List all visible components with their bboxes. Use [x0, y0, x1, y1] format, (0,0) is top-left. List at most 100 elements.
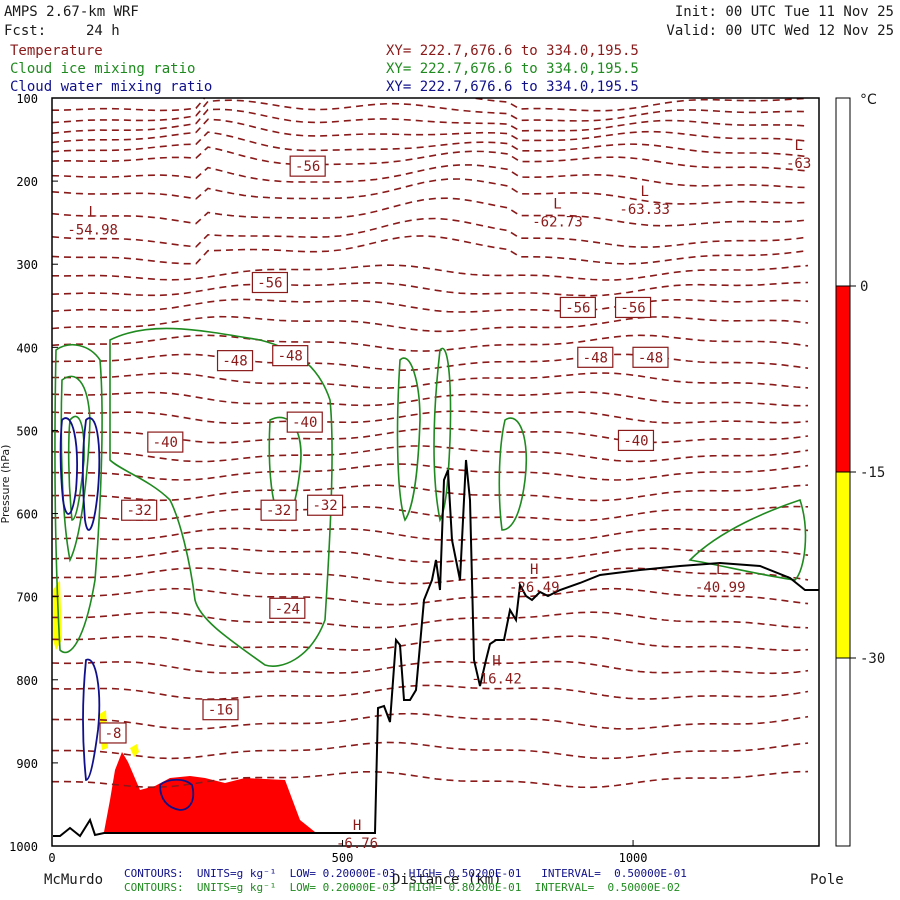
- y-tick-label: 900: [16, 757, 38, 771]
- temperature-contours: [52, 98, 809, 789]
- temperature-label: -48: [638, 350, 663, 366]
- temperature-label: -32: [127, 503, 152, 519]
- temperature-label-box: [306, 494, 344, 516]
- y-tick-label: 1000: [9, 840, 38, 854]
- cloud-ice-contour: [688, 498, 807, 581]
- x-tick-label: 1000: [619, 851, 648, 865]
- temperature-label-box: [577, 346, 614, 368]
- extremum-value: -63: [786, 156, 811, 172]
- xy-temperature: XY= 222.7,676.6 to 334.0,195.5: [386, 43, 639, 59]
- extremum-value: -62.73: [532, 214, 583, 230]
- temperature-contour: [52, 484, 809, 502]
- y-axis-title: Pressure (hPa): [0, 444, 12, 524]
- cloud-water-contour: [82, 658, 101, 781]
- contour-info-water: CONTOURS: UNITS=g kg⁻¹ LOW= 0.20000E-03 …: [124, 867, 687, 880]
- forecast-label: Fcst:: [4, 23, 47, 39]
- field-temperature: Temperature: [10, 43, 103, 59]
- temperature-label: -24: [275, 601, 300, 617]
- extremum-value: -40.99: [695, 580, 746, 596]
- temperature-contour: [52, 391, 809, 407]
- temperature-contour: [52, 660, 809, 675]
- temperature-contour: [52, 264, 809, 281]
- colorbar-white-lower: [835, 657, 851, 847]
- valid-time: Valid: 00 UTC Wed 12 Nov 25: [666, 23, 894, 39]
- temperature-label: -48: [278, 349, 303, 365]
- temperature-label-box: [251, 271, 288, 294]
- temperature-label: -56: [295, 159, 320, 175]
- temperature-label: -40: [292, 415, 317, 431]
- y-tick-label: 200: [16, 175, 38, 189]
- colorbar-unit: °C: [860, 92, 877, 108]
- extremum-kind: H: [530, 562, 538, 578]
- temperature-label-box: [99, 722, 127, 744]
- y-tick-label: 400: [16, 341, 38, 355]
- temperature-label: -56: [620, 300, 645, 316]
- temperature-contour: [52, 410, 809, 425]
- extremum-value: -16.42: [471, 671, 522, 687]
- temperature-contour: [52, 164, 809, 189]
- x-axis: 0 500 1000: [48, 840, 648, 865]
- temperature-contour: [52, 334, 809, 352]
- temperature-contour: [52, 197, 809, 227]
- temperature-label: -40: [153, 435, 178, 451]
- temperature-contour: [52, 505, 809, 522]
- field-cloud-ice: Cloud ice mixing ratio: [10, 61, 196, 77]
- extremum-kind: L: [88, 205, 96, 221]
- temperature-label: -48: [583, 350, 608, 366]
- temperature-contour: [52, 353, 809, 372]
- temperature-contour: [52, 587, 809, 606]
- extremum-value: -63.33: [619, 202, 670, 218]
- cloud-water-contour: [159, 778, 195, 811]
- colorbar-white: [835, 97, 851, 287]
- temperature-label: -32: [266, 503, 291, 519]
- temperature-label-box: [289, 155, 326, 177]
- temperature-contour: [52, 611, 809, 629]
- temperature-contour: [52, 547, 809, 563]
- temperature-contour: [52, 178, 809, 205]
- temperature-contour: [52, 463, 809, 481]
- temperature-contour: [52, 372, 809, 389]
- extremum-kind: H: [353, 818, 361, 834]
- cloud-water-contour: [59, 417, 78, 515]
- temperature-label: -56: [565, 300, 590, 316]
- cloud-water-contour: [81, 417, 101, 531]
- y-tick-label: 600: [16, 508, 38, 522]
- temperature-label-box: [121, 499, 158, 521]
- colorbar-red: [835, 285, 851, 473]
- right-endpoint-label: Pole: [810, 872, 844, 888]
- extremum-kind: L: [640, 184, 648, 200]
- red-warm-area: [104, 752, 340, 833]
- colorbar-tick-label: 0: [860, 279, 869, 295]
- temperature-label: -48: [222, 354, 247, 370]
- xy-cloud-ice: XY= 222.7,676.6 to 334.0,195.5: [386, 61, 639, 77]
- temperature-contour: [52, 118, 809, 144]
- temperature-label-box: [286, 411, 323, 433]
- temperature-label: -56: [257, 276, 282, 292]
- x-axis-title: Distance (km): [392, 872, 502, 888]
- temperature-label: -8: [105, 726, 122, 742]
- temperature-contour: [52, 99, 809, 124]
- yellow-cold-area-3: [130, 744, 139, 757]
- extrema-labels: L -54.98 L -62.73 L -63.33 L -63 H -26.49 H -16.42 H…: [67, 138, 811, 852]
- y-tick-label: 800: [16, 674, 38, 688]
- cloud-ice-contours: [54, 327, 807, 667]
- colorbar-yellow: [835, 471, 851, 659]
- cloud-ice-contour: [54, 344, 103, 654]
- cloud-ice-contour: [433, 347, 452, 523]
- temperature-contour: [52, 712, 809, 730]
- terrain-line: [53, 459, 819, 838]
- contour-info-ice: CONTOURS: UNITS=g kg⁻¹ LOW= 0.20000E-03 …: [124, 881, 681, 894]
- colorbar-tick-label: -30: [860, 651, 886, 667]
- field-cloud-water: Cloud water mixing ratio: [10, 79, 213, 95]
- temperature-labels: -56 -56 -56 -56 -48 -48 -48 -48 -40 -40 -40 -32 -32 -…: [99, 155, 669, 744]
- temperature-contour: [52, 217, 809, 248]
- temperature-contour: [52, 98, 809, 112]
- temperature-contour: [52, 635, 809, 652]
- y-axis: 100 200 300 400 500 600 700 800 900 1000: [9, 92, 58, 854]
- temperature-label: -16: [208, 703, 233, 719]
- left-endpoint-label: McMurdo: [44, 872, 104, 888]
- temperature-label-box: [272, 345, 309, 367]
- extremum-kind: L: [553, 196, 561, 212]
- colorbar-tick-label: -15: [860, 465, 886, 481]
